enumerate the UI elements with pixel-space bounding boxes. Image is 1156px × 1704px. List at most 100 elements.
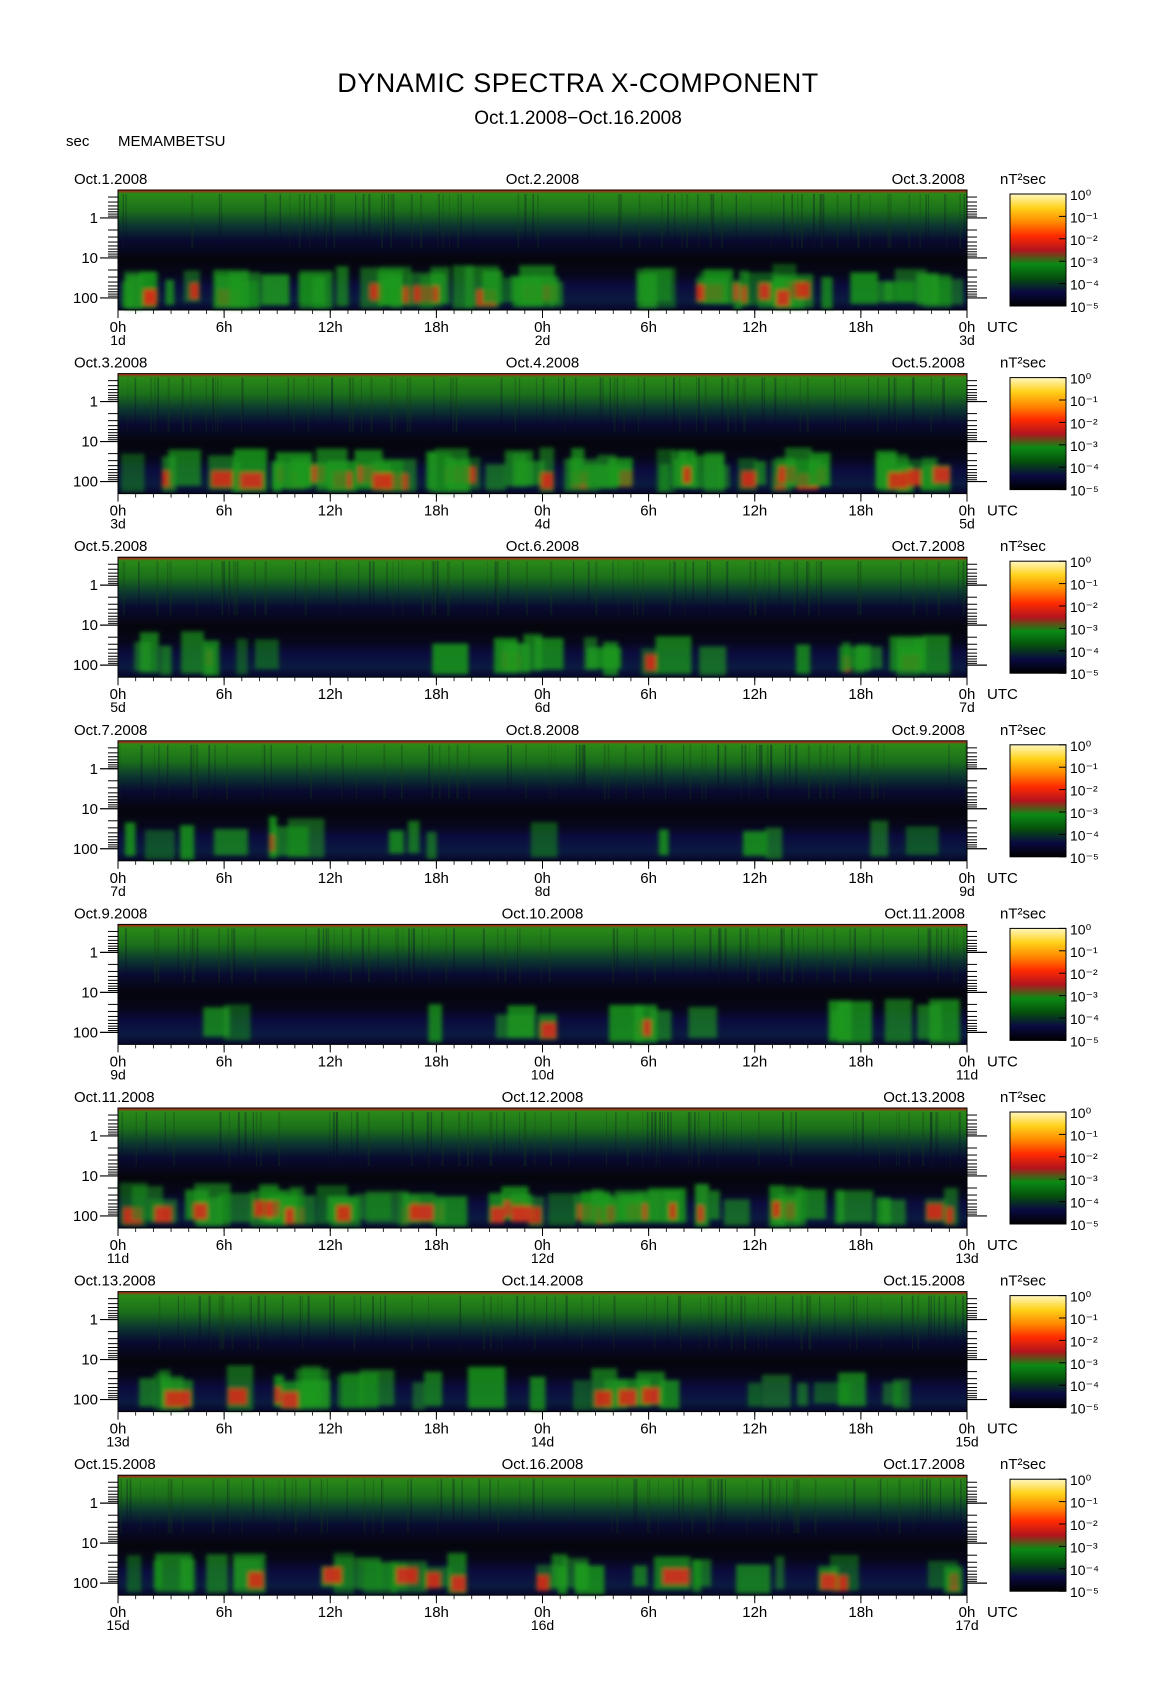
colorbar-tick-label: 10⁻⁴ (1070, 1011, 1099, 1027)
colorbar-tick-label: 10⁰ (1070, 371, 1092, 387)
day-label: 3d (959, 332, 975, 348)
colorbar-tick-label: 10⁻⁵ (1070, 1584, 1099, 1600)
day-label: 4d (535, 516, 551, 532)
y-tick-label: 100 (73, 474, 98, 491)
colorbar-tick-label: 10⁻³ (1070, 1539, 1098, 1555)
x-tick-label: 12h (318, 870, 343, 887)
colorbar-tick-label: 10⁻¹ (1070, 393, 1098, 409)
colorbar-tick-label: 10⁻⁵ (1070, 1033, 1099, 1049)
day-label: 5d (959, 516, 975, 532)
day-label: 13d (955, 1250, 978, 1266)
day-label: 8d (535, 883, 551, 899)
x-tick-label: 0h (110, 1421, 127, 1438)
station-label: MEMAMBETSU (118, 133, 226, 150)
x-tick-label: 0h (110, 686, 127, 703)
y-tick-label: 1 (90, 577, 98, 594)
x-tick-label: 0h (959, 503, 976, 520)
x-tick-label: 12h (318, 1604, 343, 1621)
day-label: 11d (107, 1250, 129, 1266)
day-label: 11d (956, 1066, 978, 1082)
panel-left-date: Oct.15.2008 (74, 1456, 156, 1473)
x-tick-label: 12h (742, 686, 767, 703)
colorbar-tick-label: 10⁻³ (1070, 254, 1098, 270)
x-tick-label: 12h (742, 503, 767, 520)
colorbar-unit-label: nT²sec (1000, 1089, 1046, 1106)
spectrogram-texture (122, 194, 966, 248)
day-label: 7d (959, 699, 975, 715)
panel-7: Oct.13.2008 Oct.14.2008 Oct.15.2008 1 10 100 0… (73, 1273, 1099, 1450)
x-tick-label: 0h (959, 1053, 976, 1070)
colorbar-tick-label: 10⁻³ (1070, 989, 1098, 1005)
x-tick-label: 18h (424, 1237, 449, 1254)
day-label: 15d (106, 1617, 129, 1633)
power-bursts (121, 447, 951, 493)
colorbar-tick-label: 10⁰ (1070, 921, 1092, 937)
colorbar (1009, 377, 1067, 491)
power-bursts (134, 631, 950, 676)
x-tick-label: 18h (848, 870, 873, 887)
panel-mid-date: Oct.6.2008 (506, 538, 579, 555)
colorbar-tick-label: 10⁰ (1070, 738, 1092, 754)
panel-right-date: Oct.3.2008 (892, 171, 965, 188)
panel-left-date: Oct.1.2008 (74, 171, 147, 188)
spectrogram-texture (118, 377, 945, 432)
spectrogram-texture (121, 1112, 961, 1166)
spectrogram-texture (125, 928, 965, 983)
colorbar-tick-label: 10⁻² (1070, 1333, 1098, 1349)
y-tick-label: 10 (81, 1535, 98, 1552)
panel-left-date: Oct.9.2008 (74, 905, 147, 922)
x-tick-label: 6h (640, 503, 657, 520)
panel-1: Oct.1.2008 Oct.2.2008 Oct.3.2008 1 10 100 0h 6h… (73, 171, 1099, 348)
x-tick-label: 0h (534, 1421, 551, 1438)
utc-label: UTC (987, 1421, 1018, 1438)
colorbar-tick-label: 10⁻⁵ (1070, 666, 1099, 682)
x-tick-label: 0h (534, 503, 551, 520)
colorbar (1009, 927, 1067, 1041)
utc-label: UTC (987, 319, 1018, 336)
utc-label: UTC (987, 1604, 1018, 1621)
y-tick-label: 10 (81, 617, 98, 634)
panel-right-date: Oct.11.2008 (884, 905, 965, 922)
day-label: 2d (535, 332, 551, 348)
y-unit-label: sec (66, 133, 90, 150)
y-tick-label: 1 (90, 1495, 98, 1512)
y-tick-label: 1 (90, 761, 98, 778)
colorbar-tick-label: 10⁻² (1070, 966, 1098, 982)
colorbar-tick-label: 10⁻³ (1070, 621, 1098, 637)
panel-3: Oct.5.2008 Oct.6.2008 Oct.7.2008 1 10 100 0h 6h… (73, 538, 1099, 715)
colorbar-tick-label: 10⁻¹ (1070, 1127, 1098, 1143)
y-tick-label: 100 (73, 657, 98, 674)
x-tick-label: 0h (110, 1604, 127, 1621)
x-tick-label: 18h (848, 1604, 873, 1621)
x-tick-label: 0h (534, 319, 551, 336)
colorbar (1009, 193, 1067, 307)
colorbar-tick-label: 10⁻³ (1070, 1172, 1098, 1188)
colorbar-tick-label: 10⁻³ (1070, 438, 1098, 454)
x-tick-label: 18h (424, 1421, 449, 1438)
day-label: 6d (535, 699, 551, 715)
day-label: 13d (106, 1434, 129, 1450)
x-tick-label: 18h (848, 1053, 873, 1070)
y-tick-label: 100 (73, 290, 98, 307)
x-tick-label: 0h (110, 319, 127, 336)
colorbar-tick-label: 10⁻¹ (1070, 577, 1098, 593)
x-tick-label: 0h (110, 1237, 127, 1254)
panel-left-date: Oct.7.2008 (74, 722, 147, 739)
colorbar-tick-label: 10⁻³ (1070, 1356, 1098, 1372)
colorbar-tick-label: 10⁻² (1070, 232, 1098, 248)
colorbar-tick-label: 10⁻⁴ (1070, 1562, 1099, 1578)
x-tick-label: 6h (640, 870, 657, 887)
panel-left-date: Oct.5.2008 (74, 538, 147, 555)
colorbar-tick-label: 10⁻¹ (1070, 760, 1098, 776)
y-tick-label: 1 (90, 1128, 98, 1145)
x-tick-label: 0h (959, 870, 976, 887)
colorbar-tick-label: 10⁻⁴ (1070, 277, 1099, 293)
panel-right-date: Oct.17.2008 (883, 1456, 965, 1473)
x-tick-label: 18h (848, 1237, 873, 1254)
colorbar-unit-label: nT²sec (1000, 538, 1046, 555)
x-tick-label: 6h (216, 319, 233, 336)
x-tick-label: 12h (318, 1421, 343, 1438)
power-bursts (121, 264, 964, 310)
panel-mid-date: Oct.10.2008 (502, 905, 584, 922)
colorbar-unit-label: nT²sec (1000, 355, 1046, 372)
